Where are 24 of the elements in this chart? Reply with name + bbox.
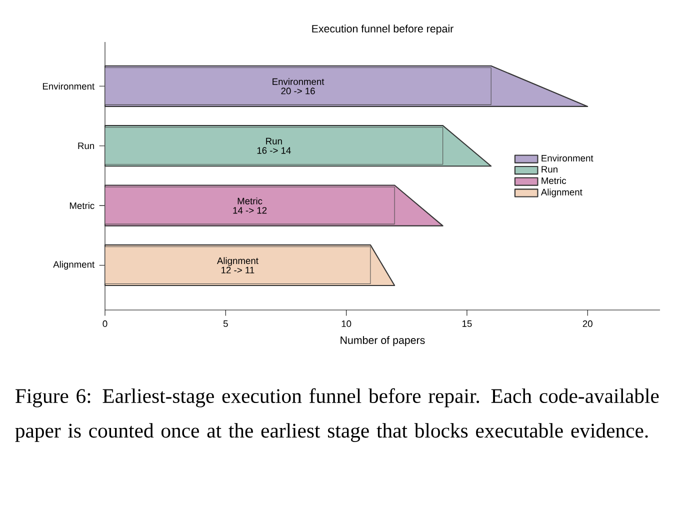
x-axis-title: Number of papers: [340, 336, 425, 346]
legend-label: Environment: [542, 154, 594, 162]
category-label: Environment: [272, 78, 324, 85]
category-label: Run: [266, 138, 282, 144]
text: 12 -> 11: [222, 266, 254, 274]
chart-title: Execution funnel before repair: [312, 24, 454, 35]
text: 14 -> 12: [233, 207, 267, 214]
category-label: Alignment: [216, 257, 258, 266]
caption: Figure 6: Earliest-stage execution funnel before repair. Each code-available paper is counted once at the earliest stage that blocks executable evidence.: [15, 388, 659, 442]
text: 20 -> 16: [281, 88, 315, 94]
legend-label: Run: [542, 166, 558, 173]
legend-label: Metric: [542, 177, 566, 184]
x-tick-label: 20: [582, 320, 592, 327]
x-tick-label: 15: [462, 320, 472, 327]
category-label: Metric: [238, 198, 262, 204]
x-tick-label: 5: [223, 320, 228, 327]
x-tick-label: 10: [342, 320, 352, 327]
y-tick-label: Alignment: [53, 260, 95, 270]
x-tick-label: 0: [102, 320, 108, 327]
legend-label: Alignment: [540, 188, 582, 198]
y-tick-label: Metric: [70, 202, 94, 209]
y-tick-label: Environment: [42, 82, 95, 90]
y-tick-label: Run: [78, 142, 94, 150]
text: 16 -> 14: [257, 147, 291, 154]
